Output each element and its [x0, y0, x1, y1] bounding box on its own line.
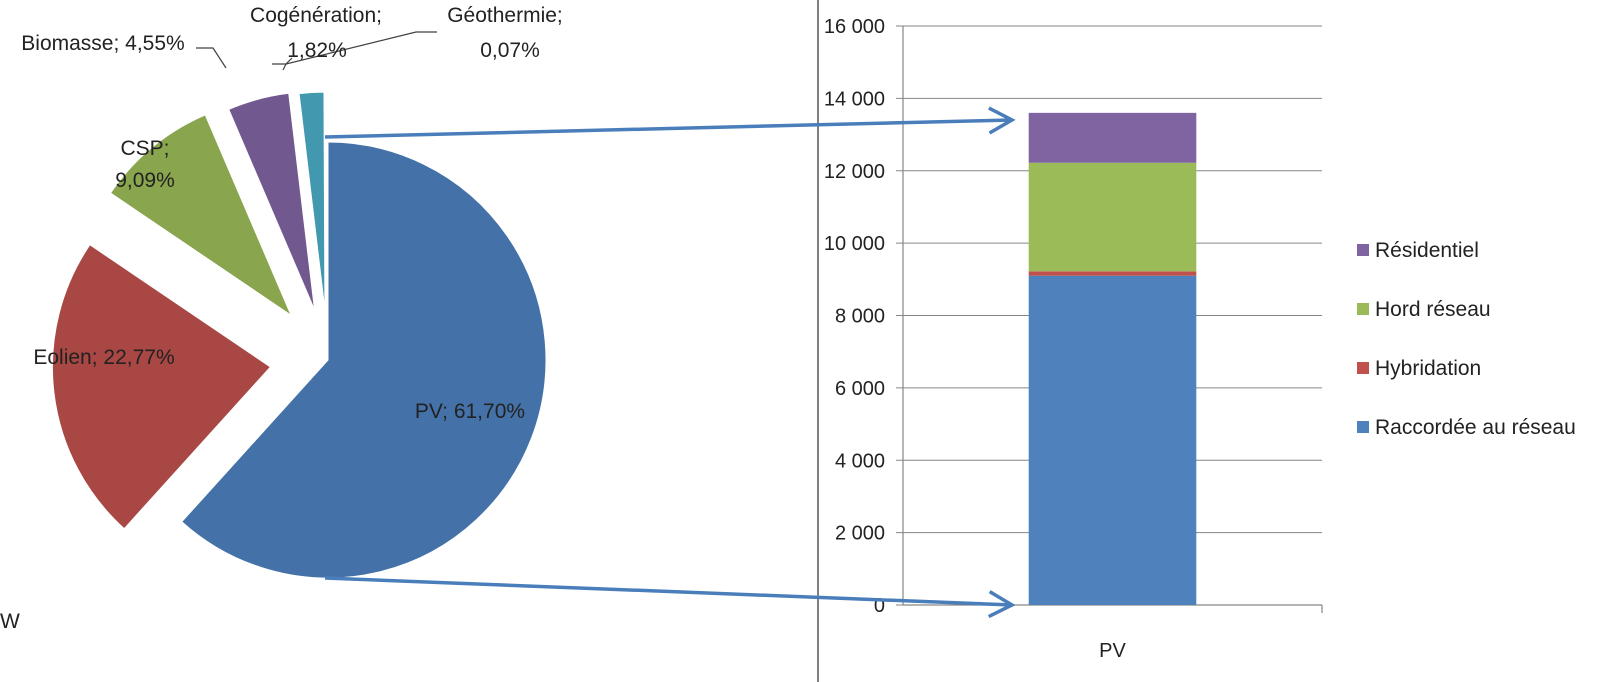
- stacked-bar: [1028, 112, 1197, 605]
- bar-segment-hord-r-seau: [1028, 162, 1197, 272]
- bar-segment-raccord-e-au-r-seau: [1028, 275, 1197, 605]
- pie-label-geothermie-line2: 0,07%: [480, 39, 540, 62]
- pie-label-geothermie-line1: Géothermie;: [447, 4, 563, 27]
- pie-slice-csp: [109, 114, 293, 317]
- y-tick-label: 0: [874, 595, 885, 617]
- pie-labels: PV; 61,70% Eolien; 22,77% CSP; 9,09% Biomass…: [21, 4, 562, 423]
- legend: Résidentiel Hord réseau Hybridation Raccord…: [1357, 239, 1576, 439]
- pie-label-cogeneration-line1: Cogénération;: [250, 4, 382, 27]
- pie-label-eolien: Eolien; 22,77%: [33, 346, 174, 369]
- pie-label-biomasse: Biomasse; 4,55%: [21, 32, 184, 55]
- bar-segment-r-sidentiel: [1028, 112, 1197, 163]
- connector-arrows: [324, 106, 1016, 619]
- pie-slice-biomasse: [228, 92, 316, 310]
- y-tick-label: 14 000: [824, 88, 885, 110]
- pie-leader-lines: [196, 31, 437, 71]
- leader-line-geothermie: [282, 31, 437, 71]
- x-tick-labels: PV: [1099, 640, 1126, 662]
- y-tick-label: 6 000: [835, 378, 885, 400]
- pie-label-cogeneration-line2: 1,82%: [287, 39, 347, 62]
- connector-arrow-top: [324, 106, 1016, 139]
- pie-slice-eolien: [51, 244, 272, 530]
- legend-label: Raccordée au réseau: [1375, 416, 1576, 439]
- connector-arrow-bottom: [324, 576, 1016, 619]
- pie-label-csp-line1: CSP;: [120, 137, 169, 160]
- legend-swatch: [1357, 303, 1369, 315]
- legend-swatch: [1357, 362, 1369, 374]
- pie-label-csp-line2: 9,09%: [115, 169, 175, 192]
- legend-label: Hybridation: [1375, 357, 1481, 380]
- legend-swatch: [1357, 244, 1369, 256]
- y-tick-label: 8 000: [835, 306, 885, 328]
- partial-label: W: [0, 610, 20, 633]
- x-tick-label: PV: [1099, 640, 1126, 662]
- pie-slice-pv: [181, 141, 547, 579]
- y-tick-label: 12 000: [824, 161, 885, 183]
- pie-chart: [51, 91, 547, 579]
- leader-line-biomasse: [196, 47, 227, 69]
- legend-label: Hord réseau: [1375, 298, 1491, 321]
- y-tick-label: 16 000: [824, 16, 885, 38]
- y-tick-label: 2 000: [835, 523, 885, 545]
- y-tick-label: 10 000: [824, 233, 885, 255]
- y-tick-labels: 0 2 000 4 000 6 000 8 000 10 000 12 000 14 000 1…: [824, 16, 903, 617]
- pie-slice-g-othermie: [326, 91, 329, 311]
- pie-label-pv: PV; 61,70%: [415, 400, 525, 423]
- bar-segment-hybridation: [1028, 271, 1197, 276]
- legend-label: Résidentiel: [1375, 239, 1479, 262]
- legend-swatch: [1357, 421, 1369, 433]
- y-tick-label: 4 000: [835, 450, 885, 472]
- pie-slice-cog-n-ration: [298, 91, 326, 311]
